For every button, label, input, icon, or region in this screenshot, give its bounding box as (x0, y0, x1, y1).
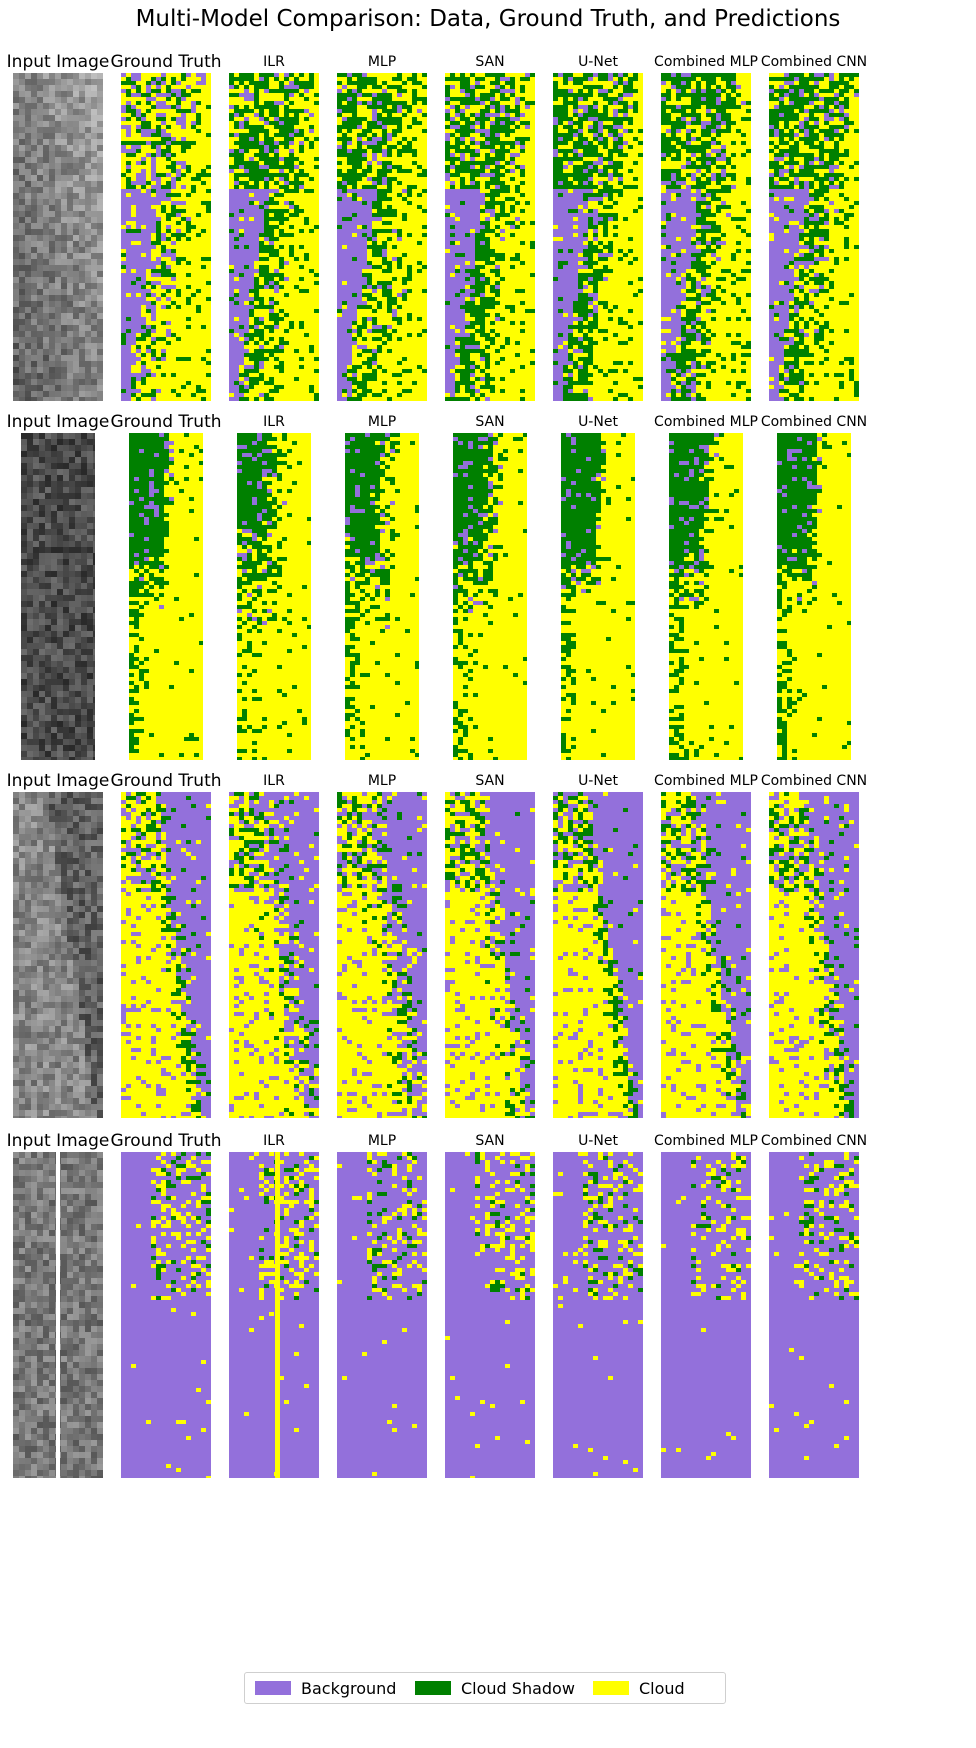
segmentation-map-row-4-san (445, 1152, 535, 1478)
column-title-mlp-row-2: MLP (322, 414, 442, 430)
column-title-combined-cnn-row-3: Combined CNN (754, 773, 874, 789)
input-image-row-3-input-image (13, 792, 103, 1118)
column-title-u-net-row-1: U-Net (538, 54, 658, 70)
segmentation-map-row-1-ground-truth (121, 73, 211, 401)
segmentation-map-row-1-mlp (337, 73, 427, 401)
segmentation-map-row-2-mlp (345, 433, 419, 760)
column-title-combined-mlp-row-3: Combined MLP (646, 773, 766, 789)
legend-label-cloud-shadow: Cloud Shadow (461, 1679, 575, 1698)
column-title-u-net-row-3: U-Net (538, 773, 658, 789)
segmentation-map-row-2-u-net (561, 433, 635, 760)
segmentation-map-row-1-combined-cnn (769, 73, 859, 401)
column-title-ilr-row-4: ILR (214, 1133, 334, 1149)
segmentation-map-row-3-ilr (229, 792, 319, 1118)
column-title-input-image-row-2: Input Image (0, 412, 118, 432)
column-title-ilr-row-1: ILR (214, 54, 334, 70)
segmentation-map-row-3-u-net (553, 792, 643, 1118)
segmentation-map-row-4-ilr (229, 1152, 319, 1478)
input-image-row-2-input-image (21, 433, 95, 760)
segmentation-map-row-2-ground-truth (129, 433, 203, 760)
segmentation-map-row-4-ground-truth (121, 1152, 211, 1478)
column-title-mlp-row-3: MLP (322, 773, 442, 789)
column-title-u-net-row-2: U-Net (538, 414, 658, 430)
legend: Background Cloud Shadow Cloud (244, 1672, 726, 1704)
column-title-combined-mlp-row-1: Combined MLP (646, 54, 766, 70)
segmentation-map-row-3-mlp (337, 792, 427, 1118)
segmentation-map-row-2-combined-mlp (669, 433, 743, 760)
column-title-input-image-row-1: Input Image (0, 52, 118, 72)
column-title-combined-mlp-row-4: Combined MLP (646, 1133, 766, 1149)
segmentation-map-row-4-mlp (337, 1152, 427, 1478)
segmentation-map-row-4-combined-cnn (769, 1152, 859, 1478)
segmentation-map-row-3-combined-mlp (661, 792, 751, 1118)
column-title-san-row-2: SAN (430, 414, 550, 430)
column-title-ground-truth-row-2: Ground Truth (106, 412, 226, 432)
column-title-ground-truth-row-3: Ground Truth (106, 771, 226, 791)
column-title-ilr-row-3: ILR (214, 773, 334, 789)
column-title-san-row-4: SAN (430, 1133, 550, 1149)
column-title-ground-truth-row-4: Ground Truth (106, 1131, 226, 1151)
column-title-combined-cnn-row-2: Combined CNN (754, 414, 874, 430)
column-title-ground-truth-row-1: Ground Truth (106, 52, 226, 72)
segmentation-map-row-2-san (453, 433, 527, 760)
column-title-mlp-row-1: MLP (322, 54, 442, 70)
segmentation-map-row-2-combined-cnn (777, 433, 851, 760)
segmentation-map-row-4-combined-mlp (661, 1152, 751, 1478)
column-title-ilr-row-2: ILR (214, 414, 334, 430)
segmentation-map-row-3-combined-cnn (769, 792, 859, 1118)
column-title-combined-cnn-row-4: Combined CNN (754, 1133, 874, 1149)
legend-item-cloud: Cloud (593, 1673, 685, 1703)
legend-item-background: Background (255, 1673, 396, 1703)
segmentation-map-row-3-san (445, 792, 535, 1118)
segmentation-map-row-4-u-net (553, 1152, 643, 1478)
input-image-row-4-input-image (13, 1152, 103, 1478)
segmentation-map-row-2-ilr (237, 433, 311, 760)
segmentation-map-row-1-combined-mlp (661, 73, 751, 401)
column-title-mlp-row-4: MLP (322, 1133, 442, 1149)
legend-swatch-cloud-shadow (415, 1681, 451, 1695)
legend-label-background: Background (301, 1679, 396, 1698)
column-title-san-row-3: SAN (430, 773, 550, 789)
figure-title: Multi-Model Comparison: Data, Ground Tru… (0, 6, 976, 32)
segmentation-map-row-3-ground-truth (121, 792, 211, 1118)
column-title-input-image-row-3: Input Image (0, 771, 118, 791)
column-title-combined-cnn-row-1: Combined CNN (754, 54, 874, 70)
legend-label-cloud: Cloud (639, 1679, 685, 1698)
legend-item-cloud-shadow: Cloud Shadow (415, 1673, 575, 1703)
column-title-u-net-row-4: U-Net (538, 1133, 658, 1149)
segmentation-map-row-1-ilr (229, 73, 319, 401)
segmentation-map-row-1-san (445, 73, 535, 401)
legend-swatch-cloud (593, 1681, 629, 1695)
segmentation-map-row-1-u-net (553, 73, 643, 401)
legend-swatch-background (255, 1681, 291, 1695)
input-image-row-1-input-image (13, 73, 103, 401)
column-title-san-row-1: SAN (430, 54, 550, 70)
column-title-input-image-row-4: Input Image (0, 1131, 118, 1151)
column-title-combined-mlp-row-2: Combined MLP (646, 414, 766, 430)
